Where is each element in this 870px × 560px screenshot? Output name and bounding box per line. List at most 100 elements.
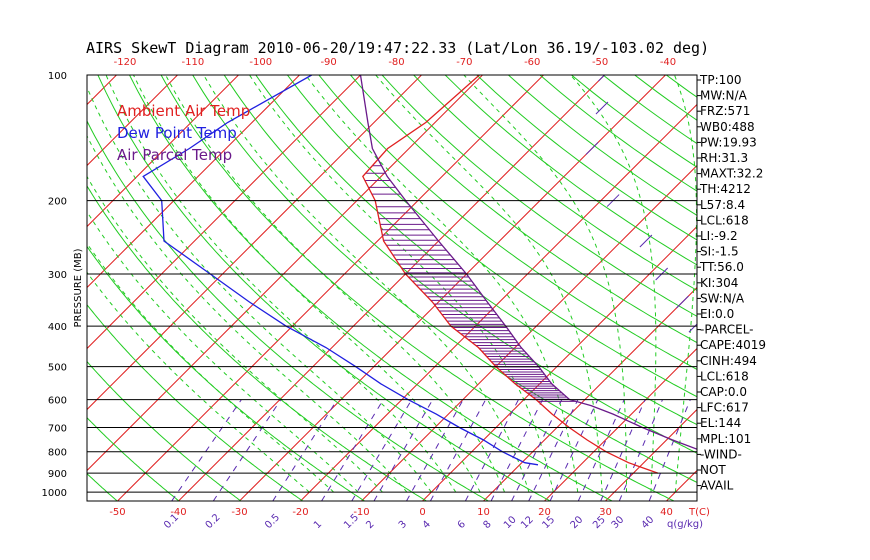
- top-temp-tick-label: -120: [114, 57, 137, 68]
- ambient-air-temp-line: [362, 75, 659, 474]
- mixing-ratio-tick-label: 1: [312, 519, 324, 531]
- mixing-ratio-line: [600, 399, 646, 501]
- pressure-tick-label: 800: [48, 448, 67, 459]
- index-label: EL:144: [700, 416, 741, 430]
- moist-adiabat-line: [105, 75, 457, 493]
- index-label: -PARCEL-: [700, 323, 754, 337]
- mixing-ratio-tick-label: 10: [502, 514, 519, 531]
- index-label: MAXT:32.2: [700, 167, 763, 181]
- index-label: -WIND-: [700, 447, 742, 461]
- moist-adiabat-line: [249, 75, 554, 493]
- top-temp-tick-label: -40: [660, 57, 676, 68]
- moist-adiabat-line: [305, 75, 579, 493]
- index-label: AVAIL: [700, 479, 734, 493]
- pressure-tick-label: 700: [48, 424, 67, 435]
- dry-adiabat-line: [476, 75, 697, 241]
- dry-adiabat-line: [793, 75, 870, 501]
- mixing-ratio-line: [648, 399, 691, 501]
- bottom-temp-tick-label: 0: [419, 507, 425, 518]
- index-label: RH:31.3: [700, 151, 748, 165]
- isotherm-line: [361, 164, 697, 501]
- dry-adiabat-line: [856, 75, 870, 501]
- top-temp-tick-label: -70: [456, 57, 472, 68]
- mixing-ratio-line: [549, 399, 599, 501]
- index-label: CAP:0.0: [700, 385, 747, 399]
- bottom-temp-tick-label: -10: [353, 507, 369, 518]
- dry-adiabat-line: [318, 75, 697, 371]
- isotherm-line: [87, 75, 117, 106]
- moist-adiabat-line: [87, 210, 359, 493]
- wind-marker: [595, 101, 609, 115]
- dry-adiabat-line: [87, 119, 489, 501]
- isotherm-line: [178, 75, 605, 501]
- mixing-ratio-line: [171, 399, 242, 501]
- index-label: L57:8.4: [700, 198, 745, 212]
- index-label: WB0:488: [700, 120, 755, 134]
- index-label: LFC:617: [700, 401, 749, 415]
- index-label: MPL:101: [700, 432, 751, 446]
- legend-ambient: Ambient Air Temp: [117, 102, 250, 120]
- top-temp-tick-label: -100: [249, 57, 272, 68]
- mixing-ratio-tick-label: 8: [481, 519, 493, 531]
- index-label: TH:4212: [699, 182, 751, 196]
- bottom-temp-tick-label: 10: [477, 507, 490, 518]
- mixing-ratio-line: [351, 399, 413, 501]
- index-label: EI:0.0: [700, 307, 734, 321]
- isotherm-line: [87, 75, 422, 411]
- legend-parcel: Air Parcel Temp: [117, 146, 232, 164]
- top-temp-tick-label: -50: [592, 57, 608, 68]
- isotherm-line: [239, 75, 666, 501]
- dry-adiabat-line: [160, 75, 675, 501]
- legend-dewpoint: Dew Point Temp: [117, 124, 237, 142]
- isotherm-line: [544, 347, 697, 501]
- dry-adiabat-line: [87, 303, 303, 501]
- top-temp-tick-label: -80: [388, 57, 404, 68]
- index-label: SW:N/A: [700, 291, 745, 305]
- mixing-ratio-line: [212, 399, 282, 501]
- mixing-ratio-tick-label: 4: [421, 519, 433, 531]
- top-temp-tick-label: -60: [524, 57, 540, 68]
- isotherm-line: [605, 408, 697, 501]
- dry-adiabat-line: [223, 75, 697, 454]
- moist-adiabat-line: [375, 75, 603, 493]
- bottom-temp-tick-label: -40: [170, 507, 186, 518]
- mixing-ratio-tick-label: 30: [610, 514, 627, 531]
- index-label: CINH:494: [700, 354, 757, 368]
- dry-adiabat-line: [350, 75, 697, 344]
- index-label: NOT: [700, 463, 726, 477]
- mixing-ratio-tick-label: 0.5: [263, 512, 282, 531]
- top-temp-tick-label: -110: [182, 57, 205, 68]
- dry-adiabat-line: [381, 75, 697, 317]
- index-label: KI:304: [700, 276, 738, 290]
- dry-adiabat-line: [824, 75, 870, 501]
- pressure-tick-label: 900: [48, 469, 67, 480]
- plot-frame: [86, 74, 698, 502]
- isotherm-line: [0, 75, 56, 501]
- index-label: LI:-9.2: [700, 229, 738, 243]
- isobars: [87, 74, 697, 493]
- bottom-temp-tick-label: 30: [599, 507, 612, 518]
- temp-axis-label: T(C): [688, 507, 710, 518]
- bottom-temp-tick-label: -30: [231, 507, 247, 518]
- background-grid: [0, 75, 870, 501]
- isotherm-line: [87, 75, 361, 350]
- index-label: PW:19.93: [700, 135, 757, 149]
- pressure-tick-label: 1000: [42, 488, 67, 499]
- legend: Ambient Air Temp Dew Point Temp Air Parcel…: [117, 102, 250, 164]
- mixing-ratio-line: [577, 399, 625, 501]
- pressure-tick-label: 200: [48, 197, 67, 208]
- dry-adiabat-line: [87, 472, 118, 501]
- mixing-ratio-tick-label: 20: [569, 514, 586, 531]
- mixing-ratio-tick-label: 2: [364, 519, 376, 531]
- bottom-temp-tick-label: -20: [292, 507, 308, 518]
- pressure-tick-label: 600: [48, 396, 67, 407]
- mixing-ratio-line: [429, 399, 487, 501]
- mixing-ratio-line: [406, 399, 464, 501]
- dry-adiabat-line: [444, 75, 697, 266]
- moist-adiabat-line: [463, 75, 627, 493]
- mixing-ratio-tick-label: 3: [397, 519, 409, 531]
- dry-adiabat-line: [87, 416, 180, 501]
- isotherm-line: [300, 103, 697, 501]
